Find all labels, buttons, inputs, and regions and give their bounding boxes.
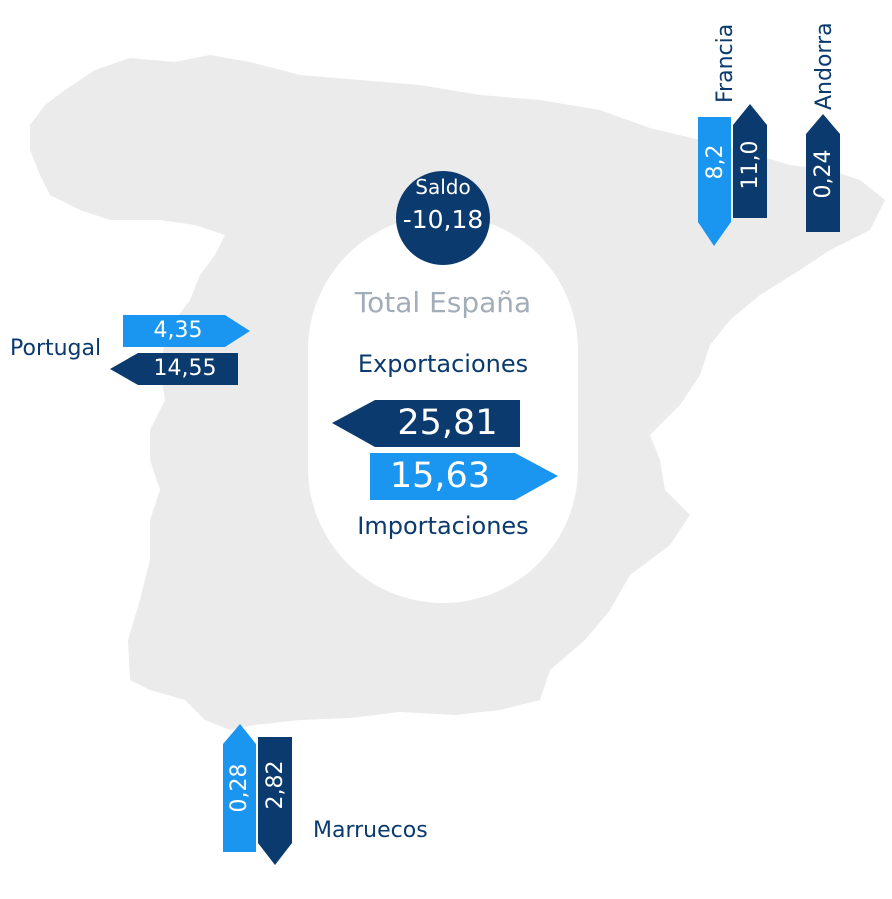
francia-exports-arrow — [733, 104, 767, 218]
andorra-exports-value: 0,24 — [811, 149, 836, 199]
saldo-circle — [396, 171, 490, 265]
francia-label: Francia — [713, 23, 738, 103]
imports-label: Importaciones — [357, 512, 529, 540]
portugal-imports-value: 4,35 — [153, 318, 203, 343]
saldo-label: Saldo — [415, 175, 471, 199]
portugal-exports-arrow — [110, 353, 238, 385]
marruecos-imports-arrow — [223, 724, 256, 852]
francia-exports-value: 11,0 — [738, 140, 763, 190]
total-exports-arrow — [332, 400, 520, 447]
total-imports-arrow — [370, 453, 558, 500]
andorra-label: Andorra — [812, 22, 837, 110]
marruecos-exports-value: 2,82 — [263, 760, 288, 810]
portugal-label: Portugal — [10, 336, 102, 361]
total-spain-title: Total España — [354, 286, 532, 319]
portugal-imports-arrow — [123, 315, 250, 347]
marruecos-imports-value: 0,28 — [227, 763, 252, 813]
marruecos-label: Marruecos — [313, 818, 428, 843]
exports-label: Exportaciones — [357, 350, 529, 378]
francia-imports-arrow — [698, 117, 731, 246]
portugal-exports-value: 14,55 — [153, 356, 217, 381]
francia-imports-value: 8,2 — [703, 144, 728, 180]
total-imports-value: 15,63 — [389, 456, 491, 496]
total-exports-value: 25,81 — [397, 403, 498, 443]
marruecos-exports-arrow — [258, 737, 292, 865]
andorra-exports-arrow — [806, 114, 840, 232]
saldo-value: -10,18 — [402, 205, 484, 234]
